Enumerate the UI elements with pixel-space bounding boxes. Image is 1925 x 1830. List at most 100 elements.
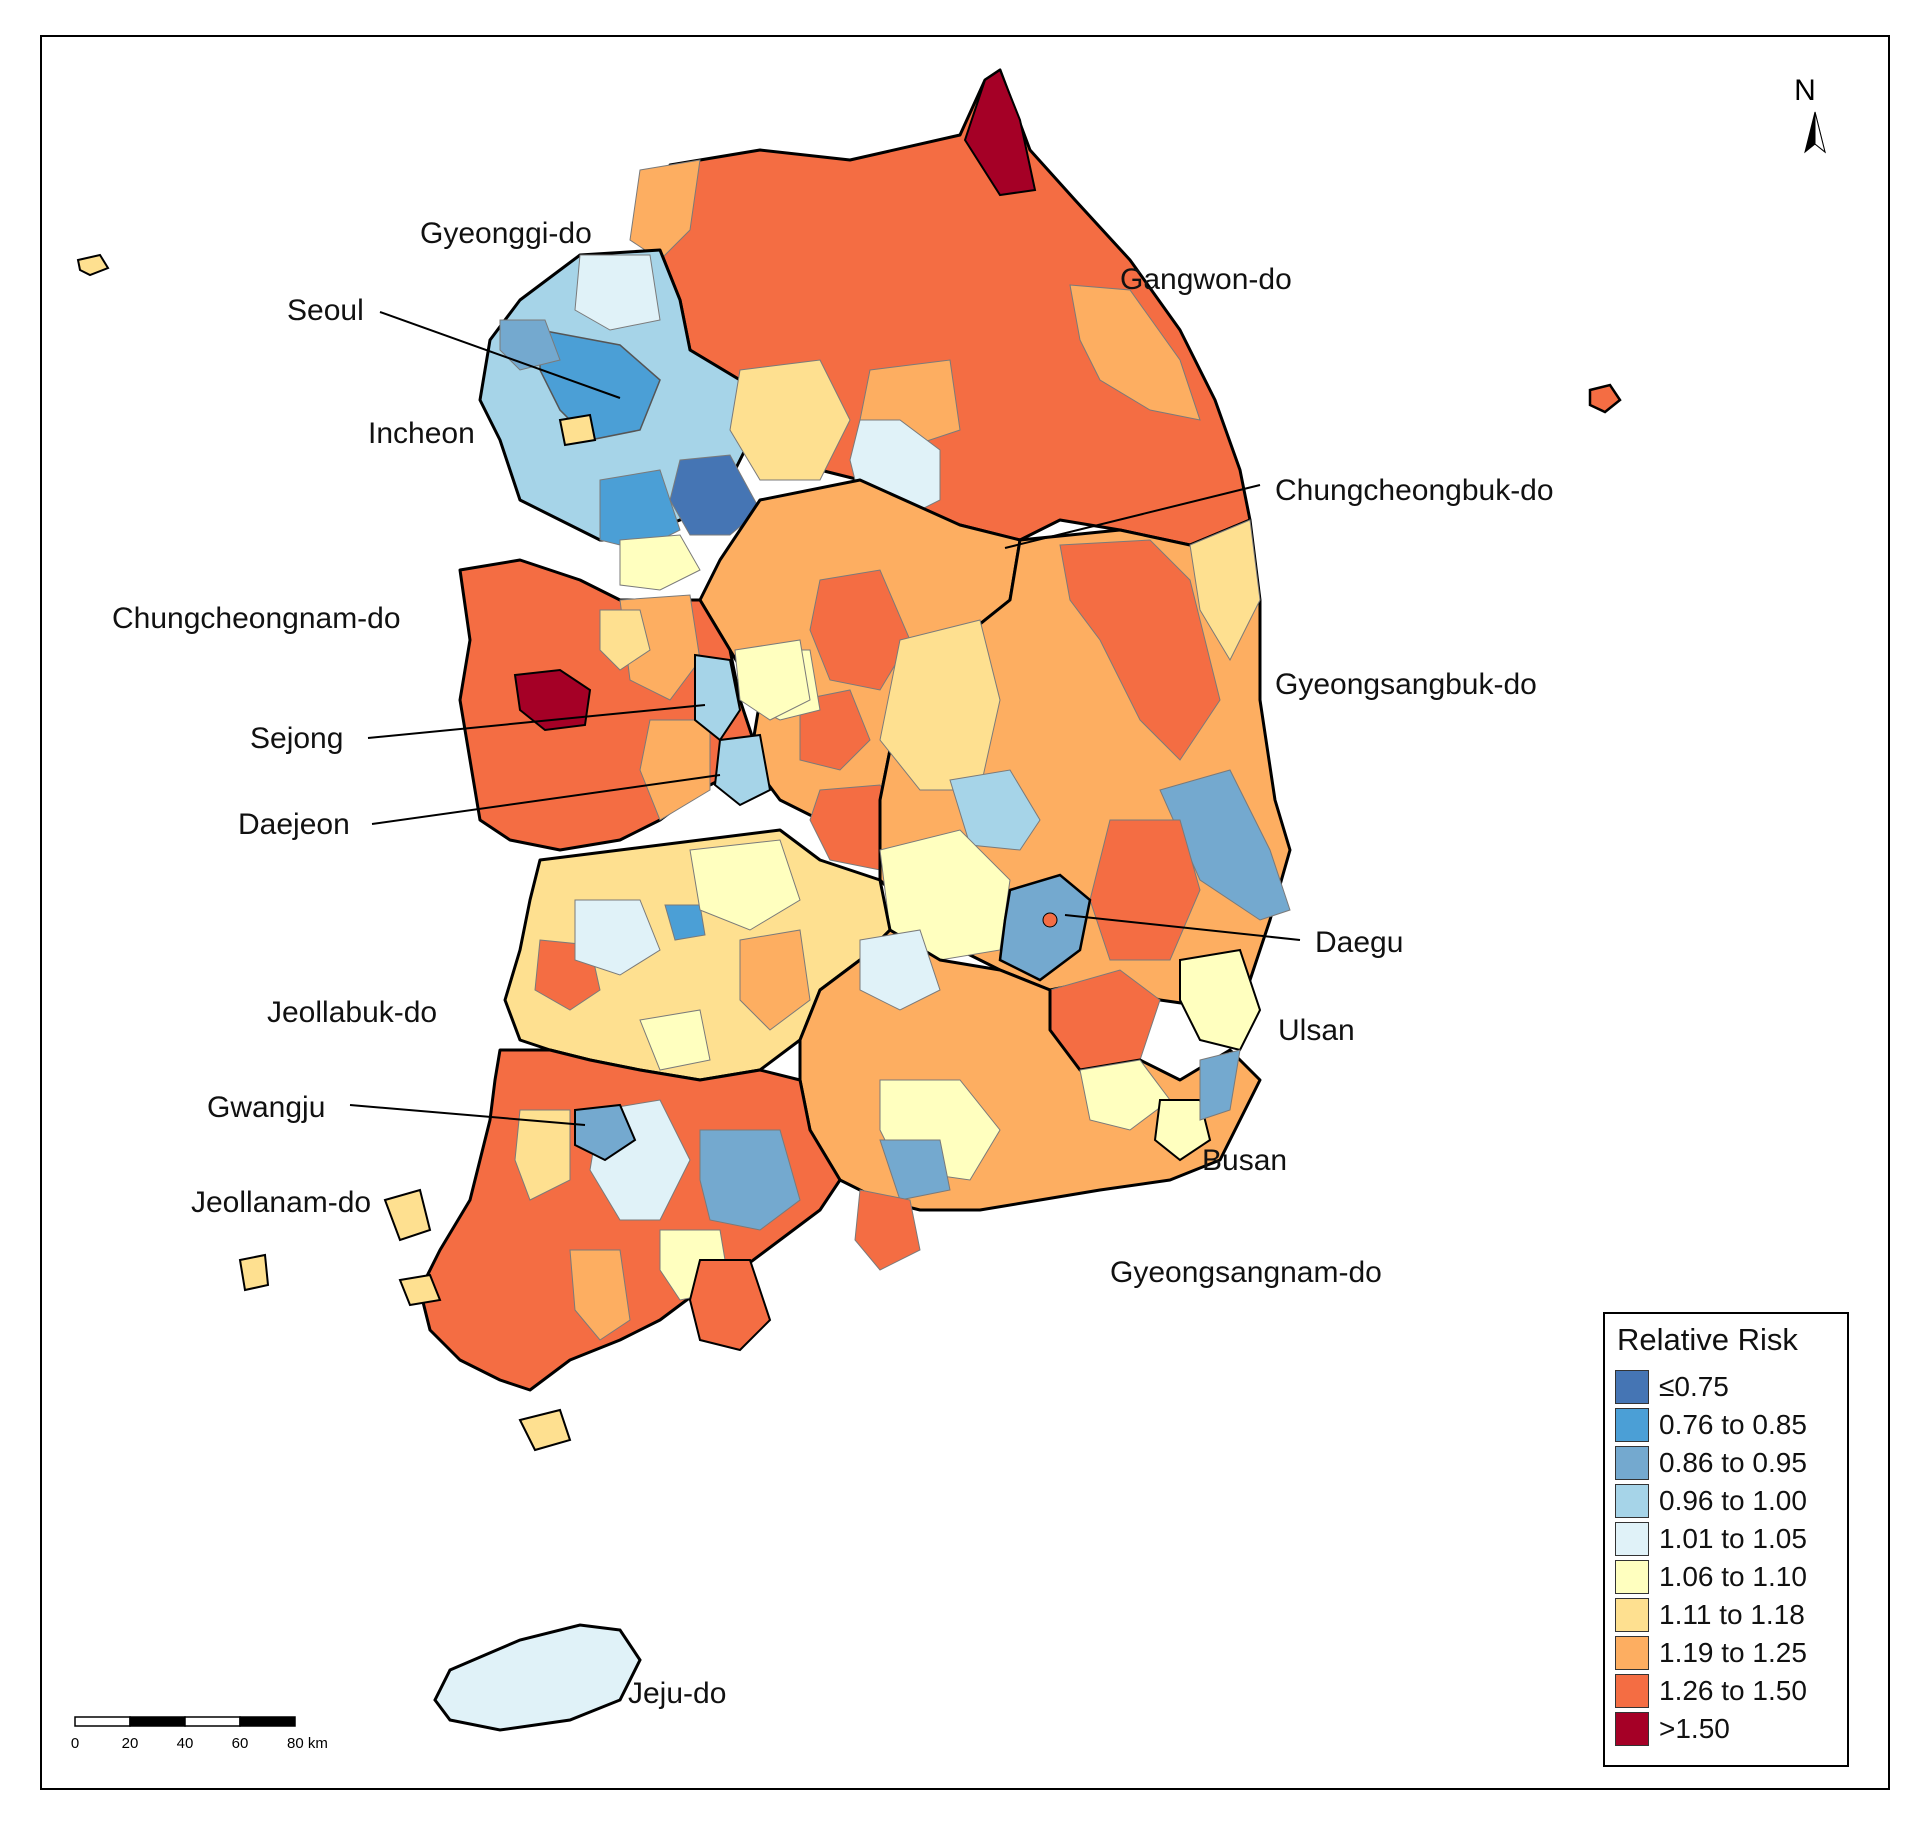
- legend-row: >1.50: [1615, 1710, 1837, 1748]
- island-west-2: [558, 413, 597, 447]
- north-arrow-half-icon: [1814, 111, 1826, 154]
- label-sejong: Sejong: [250, 722, 343, 755]
- legend-label: >1.50: [1659, 1713, 1730, 1744]
- region-jeonnam-yellow: [514, 1109, 571, 1201]
- legend-swatch: [1615, 1598, 1649, 1632]
- region-jeonbuk-lightblue: [574, 899, 661, 976]
- label-jeonnam: Jeollanam-do: [191, 1186, 371, 1219]
- leader-daejeon: [371, 774, 721, 825]
- label-gyeongnam: Gyeongsangnam-do: [1110, 1256, 1382, 1289]
- legend-row: 1.19 to 1.25: [1615, 1634, 1837, 1672]
- label-gangwon: Gangwon-do: [1120, 263, 1292, 296]
- island-west-1: [76, 253, 110, 277]
- legend-swatch: [1615, 1712, 1649, 1746]
- legend-label: 0.96 to 1.00: [1659, 1485, 1807, 1516]
- province-gangwon: [658, 68, 1252, 547]
- legend-swatch: [1615, 1408, 1649, 1442]
- label-ulsan: Ulsan: [1278, 1014, 1355, 1047]
- region-jeonbuk-paleyellow: [689, 839, 801, 931]
- region-jeonbuk-blue: [664, 904, 706, 941]
- leader-sejong: [367, 704, 706, 739]
- region-jeonnam-blue: [699, 1129, 801, 1231]
- scale-tick-80: 80 km: [287, 1735, 328, 1752]
- region-jeonnam-red-peninsula: [688, 1259, 772, 1352]
- scale-tick-20: 20: [122, 1735, 139, 1752]
- legend-swatch: [1615, 1636, 1649, 1670]
- legend-label: 1.11 to 1.18: [1659, 1599, 1805, 1630]
- region-gyeongbuk-yellow-east: [1189, 519, 1261, 662]
- region-chungnam-yellow: [599, 609, 651, 671]
- label-jeju: Jeju-do: [628, 1677, 726, 1710]
- region-gyeongbuk-blue-east: [1159, 769, 1291, 921]
- daegu-center-marker: [1042, 912, 1058, 928]
- legend-swatch: [1615, 1674, 1649, 1708]
- legend-row: 1.06 to 1.10: [1615, 1558, 1837, 1596]
- legend-row: ≤0.75: [1615, 1368, 1837, 1406]
- region-gyeongnam-yellow-east: [1079, 1059, 1171, 1131]
- region-daegu: [998, 873, 1092, 982]
- legend-row: 1.01 to 1.05: [1615, 1520, 1837, 1558]
- scale-tick-60: 60: [232, 1735, 249, 1752]
- legend-row: 1.11 to 1.18: [1615, 1596, 1837, 1634]
- island-ulleung: [1588, 383, 1622, 414]
- label-jeonbuk: Jeollabuk-do: [267, 996, 437, 1029]
- legend-label: 0.76 to 0.85: [1659, 1409, 1807, 1440]
- region-gyeonggi-yellow: [729, 359, 851, 481]
- region-gyeongnam-lightblue: [859, 929, 941, 1011]
- label-daejeon: Daejeon: [238, 808, 350, 841]
- region-jeonbuk-yellow-south: [639, 1009, 711, 1071]
- leader-chungbuk: [1004, 484, 1261, 549]
- region-gangwon-darkred: [963, 68, 1037, 197]
- region-gyeongnam-blue-east: [1199, 1049, 1241, 1121]
- region-gwangju: [574, 1103, 637, 1162]
- region-gangwon-northwest-orange: [629, 159, 701, 261]
- region-gyeongnam-blue: [879, 1139, 951, 1201]
- label-chungbuk: Chungcheongbuk-do: [1275, 474, 1554, 507]
- label-seoul: Seoul: [287, 294, 364, 327]
- region-busan: [1153, 1099, 1212, 1162]
- island-jeju: [433, 1623, 642, 1732]
- legend-swatch: [1615, 1446, 1649, 1480]
- region-daejeon: [713, 733, 772, 807]
- legend-row: 1.26 to 1.50: [1615, 1672, 1837, 1710]
- legend-row: 0.86 to 0.95: [1615, 1444, 1837, 1482]
- legend-swatch: [1615, 1560, 1649, 1594]
- region-gyeonggi-lightblue: [574, 254, 661, 331]
- region-gyeongbuk-lightblue: [949, 769, 1041, 851]
- island-sw-4: [238, 1253, 270, 1292]
- legend-swatch: [1615, 1484, 1649, 1518]
- leader-daegu: [1064, 914, 1301, 941]
- legend-label: ≤0.75: [1659, 1371, 1729, 1402]
- label-gyeonggi: Gyeonggi-do: [420, 217, 592, 250]
- legend-title: Relative Risk: [1617, 1322, 1798, 1357]
- region-sejong: [694, 653, 742, 742]
- region-jeonbuk-orange: [739, 929, 811, 1031]
- region-jeonnam-orange: [569, 1249, 631, 1341]
- island-sw-2: [518, 1408, 572, 1452]
- legend-label: 1.26 to 1.50: [1659, 1675, 1807, 1706]
- region-gyeonggi-nw: [499, 319, 561, 371]
- label-incheon: Incheon: [368, 417, 475, 450]
- scale-tick-0: 0: [71, 1735, 79, 1752]
- region-seoul-incheon: [539, 329, 661, 441]
- island-sw-1: [383, 1188, 432, 1242]
- label-busan: Busan: [1202, 1144, 1287, 1177]
- legend-swatch: [1615, 1522, 1649, 1556]
- label-gyeongbuk: Gyeongsangbuk-do: [1275, 668, 1537, 701]
- label-chungnam: Chungcheongnam-do: [112, 602, 401, 635]
- scale-bar: 0 20 40 60 80 km: [71, 1716, 328, 1752]
- legend: Relative Risk ≤0.75 0.76 to 0.85 0.86 to…: [1603, 1312, 1849, 1767]
- region-chungnam-darkred: [513, 668, 592, 732]
- leader-gwangju: [349, 1104, 586, 1126]
- legend-label: 1.19 to 1.25: [1659, 1637, 1807, 1668]
- legend-label: 0.86 to 0.95: [1659, 1447, 1807, 1478]
- region-gyeongnam-red-west: [854, 1189, 921, 1271]
- legend-row: 0.76 to 0.85: [1615, 1406, 1837, 1444]
- region-gangwon-orange: [1069, 284, 1201, 421]
- leader-seoul: [379, 311, 621, 399]
- label-gwangju: Gwangju: [207, 1091, 325, 1124]
- label-daegu: Daegu: [1315, 926, 1403, 959]
- legend-items: ≤0.75 0.76 to 0.85 0.86 to 0.95 0.96 to …: [1615, 1368, 1837, 1748]
- region-chungnam-paleyellow: [734, 639, 811, 721]
